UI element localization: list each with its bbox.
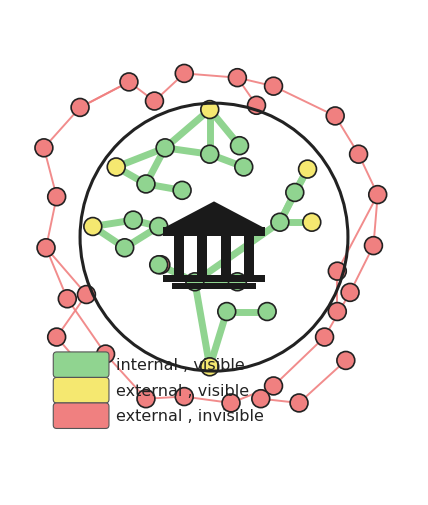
Circle shape xyxy=(350,146,368,164)
Circle shape xyxy=(290,394,308,412)
FancyBboxPatch shape xyxy=(197,237,207,276)
Circle shape xyxy=(35,139,53,158)
Circle shape xyxy=(265,78,282,96)
FancyBboxPatch shape xyxy=(244,237,254,276)
Circle shape xyxy=(58,290,76,308)
Circle shape xyxy=(286,184,304,202)
FancyBboxPatch shape xyxy=(163,276,265,282)
Circle shape xyxy=(252,390,270,408)
Circle shape xyxy=(328,263,346,280)
FancyBboxPatch shape xyxy=(221,237,231,276)
FancyBboxPatch shape xyxy=(53,352,109,378)
Circle shape xyxy=(326,108,344,126)
Circle shape xyxy=(84,218,102,236)
Circle shape xyxy=(299,161,316,179)
Circle shape xyxy=(201,102,219,119)
Circle shape xyxy=(341,284,359,301)
Circle shape xyxy=(86,373,104,391)
Circle shape xyxy=(231,137,248,156)
Circle shape xyxy=(365,237,382,255)
Circle shape xyxy=(48,328,65,346)
Circle shape xyxy=(235,159,253,177)
Circle shape xyxy=(116,239,134,257)
Circle shape xyxy=(107,159,125,177)
Circle shape xyxy=(124,212,142,230)
Circle shape xyxy=(175,65,193,83)
Circle shape xyxy=(48,188,65,206)
Circle shape xyxy=(71,99,89,117)
Circle shape xyxy=(150,218,168,236)
Text: external , visible: external , visible xyxy=(116,383,250,398)
Circle shape xyxy=(137,176,155,193)
Circle shape xyxy=(137,390,155,408)
FancyBboxPatch shape xyxy=(163,228,265,237)
Circle shape xyxy=(271,214,289,232)
Circle shape xyxy=(186,273,204,291)
Circle shape xyxy=(201,146,219,164)
Circle shape xyxy=(218,303,236,321)
Circle shape xyxy=(303,214,321,232)
FancyBboxPatch shape xyxy=(174,237,184,276)
Circle shape xyxy=(265,377,282,395)
Circle shape xyxy=(369,186,386,204)
Circle shape xyxy=(222,394,240,412)
Text: external , invisible: external , invisible xyxy=(116,409,264,423)
Circle shape xyxy=(229,273,247,291)
FancyBboxPatch shape xyxy=(53,378,109,403)
FancyBboxPatch shape xyxy=(172,284,256,289)
Circle shape xyxy=(201,358,219,376)
Circle shape xyxy=(328,303,346,321)
Circle shape xyxy=(247,97,265,115)
Polygon shape xyxy=(163,202,265,229)
Text: internal , visible: internal , visible xyxy=(116,358,245,373)
Circle shape xyxy=(97,345,115,363)
FancyBboxPatch shape xyxy=(53,403,109,429)
Circle shape xyxy=(315,328,333,346)
Circle shape xyxy=(152,257,170,274)
Circle shape xyxy=(258,303,276,321)
Circle shape xyxy=(337,352,355,370)
Circle shape xyxy=(77,286,95,304)
Circle shape xyxy=(229,70,247,87)
Circle shape xyxy=(146,93,163,111)
Circle shape xyxy=(37,239,55,257)
Circle shape xyxy=(175,388,193,406)
Circle shape xyxy=(156,139,174,158)
Circle shape xyxy=(150,257,168,274)
Circle shape xyxy=(120,74,138,92)
Circle shape xyxy=(173,182,191,200)
